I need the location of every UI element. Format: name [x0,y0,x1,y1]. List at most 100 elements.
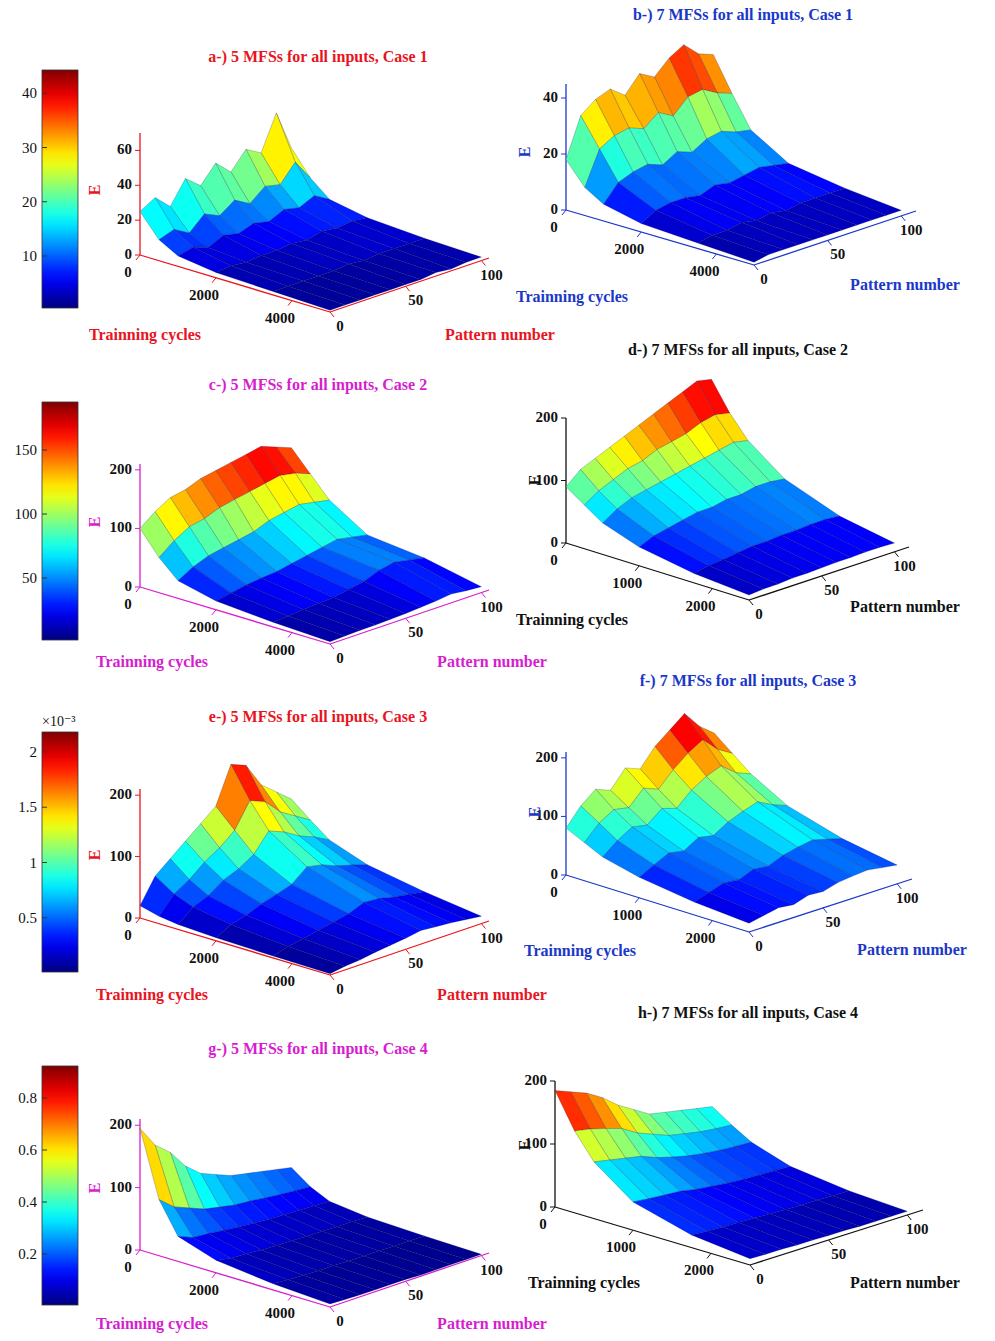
surface-cell [694,893,764,924]
colorbar-bar [42,402,78,640]
x-tick [288,1296,292,1301]
x-tick [212,278,216,283]
colorbar-tick [42,1150,47,1151]
z-tick [135,1250,140,1251]
y-tick [481,1256,485,1261]
x-axis-title: Trainning cycles [96,1315,208,1333]
colorbar-tick [42,917,47,918]
z-axis-title: E [516,1140,533,1151]
surface-cell [273,286,345,310]
z-tick [135,587,140,588]
surface-cell [575,1129,610,1162]
y-tick-label: 50 [824,582,839,598]
y-tick-label: 100 [480,267,503,283]
z-tick-label: 20 [117,211,132,227]
x-tick-label: 4000 [689,263,719,279]
surface-cell [216,266,288,292]
x-tick [288,633,292,638]
z-tick-label: 100 [110,519,133,535]
y-tick [828,240,832,245]
z-tick [561,154,566,155]
panel-title: c-) 5 MFSs for all inputs, Case 2 [209,376,427,394]
z-tick-label: 0 [125,578,133,594]
z-tick-label: 0 [551,866,559,882]
surface [140,113,481,310]
colorbar-tick-label: 40 [22,85,37,101]
z-tick [561,480,566,481]
y-tick-label: 0 [336,650,344,666]
colorbar-tick-label: 1 [30,855,38,871]
colorbar: 0.511.52×10⁻³ [18,714,78,972]
colorbar-tick-label: 0.6 [18,1142,37,1158]
panel-title: h-) 7 MFSs for all inputs, Case 4 [638,1004,858,1022]
surface [566,45,901,263]
z-tick [135,185,140,186]
colorbar-tick-label: 0.8 [18,1090,37,1106]
colorbar-tick-label: 0.5 [18,910,37,926]
x-axis-title: Trainning cycles [89,326,201,344]
panel: 0200040000501000204060a-) 5 MFSs for all… [86,48,555,344]
z-tick [561,210,566,211]
z-tick-label: 100 [110,1179,133,1195]
panel: 0100020000501000100200f-) 7 MFSs for all… [524,672,967,960]
z-tick-label: 40 [543,89,558,105]
surface [555,1091,907,1259]
x-tick [136,587,140,592]
panel-title: f-) 7 MFSs for all inputs, Case 3 [640,672,857,690]
panel: 0200040000501000100200g-) 5 MFSs for all… [86,1040,547,1333]
x-tick-label: 1000 [612,575,642,591]
x-tick [136,1250,140,1255]
x-tick-label: 0 [124,596,132,612]
colorbar-tick [42,1202,47,1203]
z-tick-label: 0 [540,1198,548,1214]
z-tick [561,875,566,876]
z-tick [135,150,140,151]
z-tick [561,816,566,817]
colorbar-tick [42,578,47,579]
x-tick [635,566,639,571]
z-axis [565,84,566,210]
z-tick-label: 0 [125,246,133,262]
panel: 0200040000501000100200e-) 5 MFSs for all… [86,708,547,1004]
x-tick-label: 0 [124,1259,132,1275]
x-tick [712,254,716,259]
z-tick-label: 0 [551,201,559,217]
panel-title: e-) 5 MFSs for all inputs, Case 3 [209,708,427,726]
x-tick-label: 4000 [265,310,295,326]
y-tick-label: 50 [408,1287,423,1303]
z-tick [550,1207,555,1208]
z-tick [135,795,140,796]
z-tick-label: 20 [543,145,558,161]
y-tick [406,1281,410,1286]
z-tick [135,1125,140,1126]
y-tick [823,908,827,913]
surface [140,764,481,974]
z-axis-title: E [526,475,543,486]
surface-cell [140,1128,174,1207]
x-tick [637,232,641,237]
y-tick-label: 50 [831,1246,846,1262]
colorbar-tick [42,751,47,752]
surface-cell [273,1280,345,1304]
z-axis-title: E [86,185,103,196]
surface [566,379,895,595]
y-tick-label: 100 [480,1262,503,1278]
panel: 0100020000501000100200h-) 7 MFSs for all… [516,1004,960,1292]
y-tick [907,1215,911,1220]
x-tick-label: 0 [550,884,558,900]
surface-cell [639,536,708,574]
surface [140,1128,481,1304]
colorbar-tick-label: 50 [22,570,37,586]
z-tick-label: 100 [110,848,133,864]
y-tick [894,552,898,557]
z-tick [561,418,566,419]
surface-cell [692,1231,766,1258]
x-tick-label: 2000 [189,950,219,966]
x-tick [212,1273,216,1278]
y-tick-label: 100 [906,1221,929,1237]
colorbar: 50100150 [15,402,79,640]
colorbar-tick [42,201,47,202]
surface-cell [178,567,231,601]
y-tick-label: 50 [826,914,841,930]
y-tick-label: 50 [830,246,845,262]
